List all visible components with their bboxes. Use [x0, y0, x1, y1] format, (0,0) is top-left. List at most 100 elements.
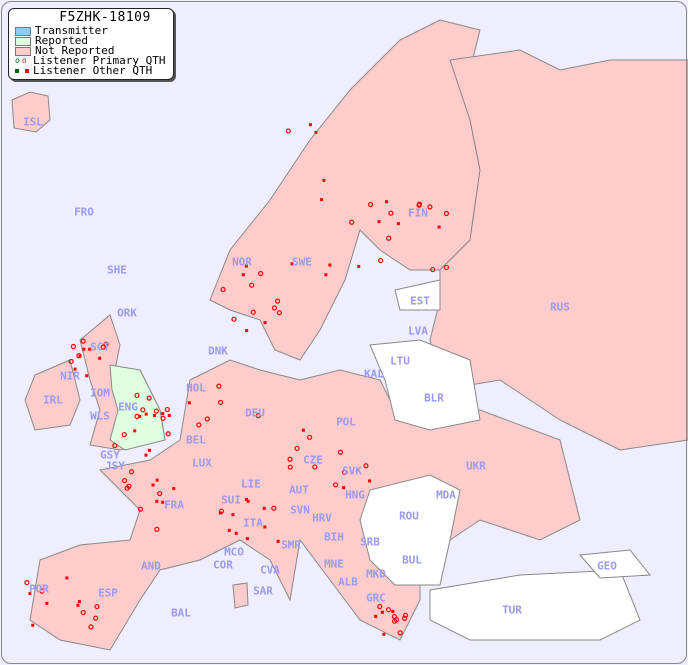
legend-label: Not Reported [35, 44, 115, 57]
listener-other-marker [138, 414, 142, 418]
listener-other-marker [301, 428, 305, 432]
listener-other-marker [85, 374, 89, 378]
listener-primary-marker [416, 202, 422, 208]
country-eng [109, 364, 166, 451]
listener-primary-marker [24, 580, 30, 586]
listener-primary-marker [121, 477, 128, 484]
country-label-sui: SUI [221, 493, 241, 507]
listener-other-marker [322, 178, 326, 182]
listener-primary-marker [157, 490, 163, 497]
country-label-pol: POL [336, 415, 356, 429]
listener-primary-marker [220, 286, 226, 293]
country-label-tur: TUR [502, 603, 522, 617]
listener-other-marker [151, 483, 155, 487]
listener-other-marker [314, 130, 318, 134]
country-label-bal: BAL [171, 606, 191, 620]
country-geo [578, 549, 651, 579]
listener-primary-marker [397, 630, 403, 636]
legend-not-reported: Not Reported [9, 44, 173, 57]
listener-primary-marker [88, 624, 94, 630]
listener-other-marker [342, 486, 346, 490]
listener-other-marker [324, 273, 328, 277]
country-label-sar: SAR [253, 584, 273, 598]
listener-primary-marker [112, 442, 118, 449]
listener-other-marker [78, 354, 82, 358]
listener-primary-marker [153, 408, 159, 414]
listener-other-marker [391, 609, 395, 613]
listener-markers [24, 123, 450, 636]
listener-other-marker [76, 603, 80, 607]
country-blr-ltu [369, 339, 481, 431]
listener-primary-marker [294, 445, 300, 451]
listener-primary-marker [287, 464, 293, 470]
country-label-ltu: LTU [390, 354, 410, 368]
listener-other-marker [328, 263, 332, 267]
listener-other-marker [31, 623, 35, 627]
country-label-hol: HOL [186, 381, 206, 395]
listener-primary-marker [160, 415, 166, 421]
listener-other-marker [377, 220, 381, 224]
listener-other-marker [308, 123, 312, 127]
listener-primary-marker [341, 469, 348, 476]
legend-label: Transmitter [35, 24, 108, 37]
listener-other-marker [437, 225, 441, 229]
listener-primary-marker [216, 383, 222, 389]
legend-title: F5ZHK-18109 [59, 10, 151, 25]
legend-label: Listener Other QTH [33, 64, 153, 77]
listener-other-marker [320, 198, 324, 202]
listener-primary-marker [255, 413, 261, 419]
listener-other-marker [357, 264, 361, 268]
listener-other-marker [218, 511, 222, 515]
legend-other-qth: Listener Other QTH [9, 64, 173, 77]
listener-primary-marker [204, 416, 210, 422]
country-label-hrv: HRV [312, 511, 332, 525]
country-label-nir: NIR [60, 369, 80, 383]
country-label-fin: FIN [408, 206, 428, 220]
listener-other-marker [155, 499, 159, 503]
country-label-gsy: GSY [100, 448, 120, 462]
listener-other-marker [382, 632, 386, 636]
listener-primary-marker [128, 469, 135, 475]
listener-other-marker [385, 200, 389, 204]
listener-primary-marker [427, 204, 433, 210]
listener-other-marker [276, 539, 280, 543]
country-label-cze: CZE [303, 453, 323, 467]
listener-primary-marker [393, 617, 400, 623]
listener-primary-marker [377, 603, 383, 610]
listener-primary-marker [443, 264, 450, 271]
country-label-est: EST [410, 294, 430, 308]
country-isl [11, 91, 51, 133]
listener-other-marker [144, 412, 148, 416]
listener-other-marker [380, 610, 384, 614]
country-label-bel: BEL [186, 433, 206, 447]
listener-other-marker [234, 531, 238, 535]
country-label-smr: SMR [281, 538, 301, 552]
listener-primary-marker [388, 210, 394, 216]
listener-primary-marker [430, 266, 436, 273]
listener-other-marker [241, 273, 245, 277]
country-label-lva: LVA [408, 324, 428, 338]
listener-other-marker [161, 500, 165, 504]
listener-other-marker [172, 487, 176, 491]
listener-primary-marker [363, 463, 369, 469]
listener-primary-marker [258, 270, 264, 277]
country-label-sct: SCT [90, 340, 110, 354]
listener-primary-marker [402, 612, 409, 618]
listener-primary-marker [121, 431, 127, 438]
country-label-fra: FRA [164, 498, 184, 512]
listener-other-marker [396, 222, 400, 226]
listener-other-marker [187, 401, 191, 405]
listener-primary-marker [93, 615, 99, 621]
listener-other-marker [231, 513, 235, 517]
listener-primary-marker [333, 482, 339, 488]
country-label-bih: BIH [324, 530, 344, 544]
listener-primary-marker [164, 406, 170, 413]
listener-other-marker [28, 591, 32, 595]
listener-other-marker [262, 506, 266, 510]
country-label-eng: ENG [118, 400, 138, 414]
listener-other-marker [82, 347, 86, 351]
country-est [394, 279, 441, 311]
country-label-isl: ISL [23, 115, 43, 129]
country-label-she: SHE [107, 263, 127, 277]
